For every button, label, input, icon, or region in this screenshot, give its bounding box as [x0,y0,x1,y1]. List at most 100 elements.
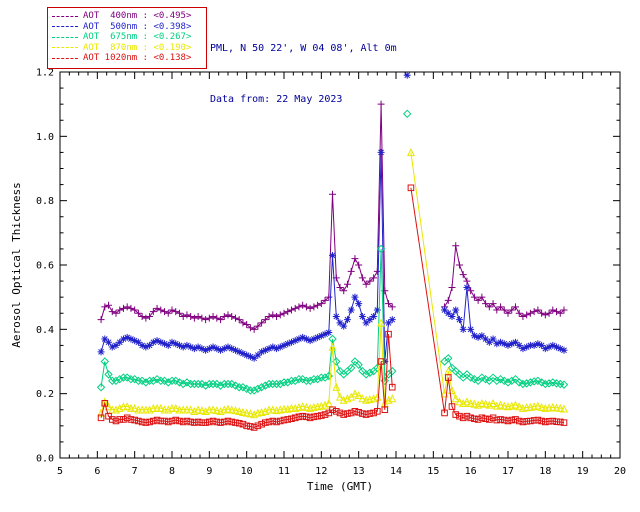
series-marker-1020nm [441,409,448,417]
series-marker-400nm [209,312,217,320]
series-marker-500nm [134,338,142,346]
series-marker-675nm [193,379,203,389]
series-marker-500nm [508,340,516,348]
series-marker-400nm [146,312,154,320]
series-marker-675nm [290,376,300,386]
series-marker-870nm [373,392,382,401]
series-marker-500nm [108,343,116,351]
series-marker-400nm [142,314,150,322]
series-marker-870nm [197,406,206,415]
series-marker-1020nm [153,416,161,424]
series-marker-675nm [167,376,177,386]
series-marker-500nm [526,341,534,349]
series-marker-500nm [149,338,157,346]
series-marker-500nm [485,338,493,346]
series-marker-675nm [126,374,136,384]
series-marker-400nm [526,309,534,317]
series-marker-400nm [194,312,202,320]
series-marker-400nm [325,293,333,301]
series-marker-500nm [310,335,318,343]
series-marker-400nm [560,306,568,314]
series-marker-500nm [467,325,475,333]
y-tick-label: 0.6 [36,261,54,272]
series-marker-400nm [97,316,105,324]
series-marker-675nm [149,376,158,386]
series-marker-675nm [287,376,296,386]
series-line-1020nm [410,187,565,424]
series-marker-500nm [116,338,124,346]
series-marker-400nm [295,303,303,311]
series-marker-400nm [366,277,374,285]
series-marker-400nm [261,316,269,324]
series-marker-675nm [141,378,151,387]
x-tick-label: 12 [315,466,327,477]
series-marker-1020nm [534,416,542,424]
x-tick-label: 15 [427,466,439,477]
series-marker-400nm [276,311,284,319]
series-marker-870nm [354,390,363,399]
series-marker-1020nm [355,409,362,416]
series-marker-1020nm [497,416,504,423]
series-marker-400nm [224,311,232,319]
series-marker-1020nm [332,408,340,415]
series-marker-400nm [164,309,172,317]
series-marker-500nm [515,341,523,349]
series-marker-870nm [223,404,233,413]
series-marker-1020nm [127,416,135,423]
series-marker-1020nm [538,417,545,425]
series-marker-400nm [258,319,266,327]
series-marker-500nm [138,341,146,349]
series-marker-500nm [478,332,486,340]
series-marker-500nm [172,340,180,348]
series-marker-500nm [448,312,456,320]
series-marker-870nm [455,397,464,406]
series-marker-675nm [220,379,229,389]
series-marker-400nm [358,274,366,282]
series-marker-500nm [355,300,363,308]
series-marker-675nm [216,381,225,390]
series-marker-500nm [373,306,381,314]
series-marker-500nm [243,351,251,359]
series-marker-500nm [519,345,527,353]
series-marker-870nm [462,397,471,406]
series-marker-1020nm [549,417,557,425]
series-marker-500nm [381,358,389,365]
series-line-400nm [444,245,565,318]
series-marker-500nm [362,319,370,327]
series-marker-870nm [489,398,498,408]
series-marker-400nm [246,324,254,332]
series-marker-675nm [119,373,128,382]
series-marker-500nm [287,338,295,346]
series-marker-400nm [329,190,337,198]
series-marker-1020nm [138,418,146,426]
series-marker-870nm [194,405,203,414]
series-marker-500nm [455,316,463,324]
series-marker-675nm [313,374,322,384]
series-marker-870nm [537,402,546,411]
legend-line-sample-1020nm [52,57,78,59]
series-marker-400nm [474,296,482,304]
series-marker-1020nm [101,400,109,407]
series-marker-400nm [377,100,385,108]
y-tick-label: 0.2 [36,389,54,400]
series-marker-400nm [448,284,456,292]
series-marker-500nm [202,346,210,354]
series-marker-675nm [108,376,117,386]
series-marker-500nm [179,343,187,351]
series-marker-1020nm [515,417,523,425]
series-marker-400nm [541,311,549,319]
series-marker-870nm [335,392,345,401]
series-marker-400nm [336,284,344,292]
series-marker-400nm [265,312,273,320]
series-marker-870nm [123,402,132,411]
series-marker-500nm [269,343,277,351]
x-tick-label: 17 [502,466,514,477]
series-marker-675nm [541,379,550,389]
series-marker-675nm [317,373,326,382]
series-marker-870nm [515,402,524,411]
series-marker-400nm [310,303,318,311]
series-marker-500nm [112,341,120,349]
series-marker-400nm [291,304,299,312]
series-marker-675nm [402,109,412,119]
series-marker-1020nm [299,412,306,420]
